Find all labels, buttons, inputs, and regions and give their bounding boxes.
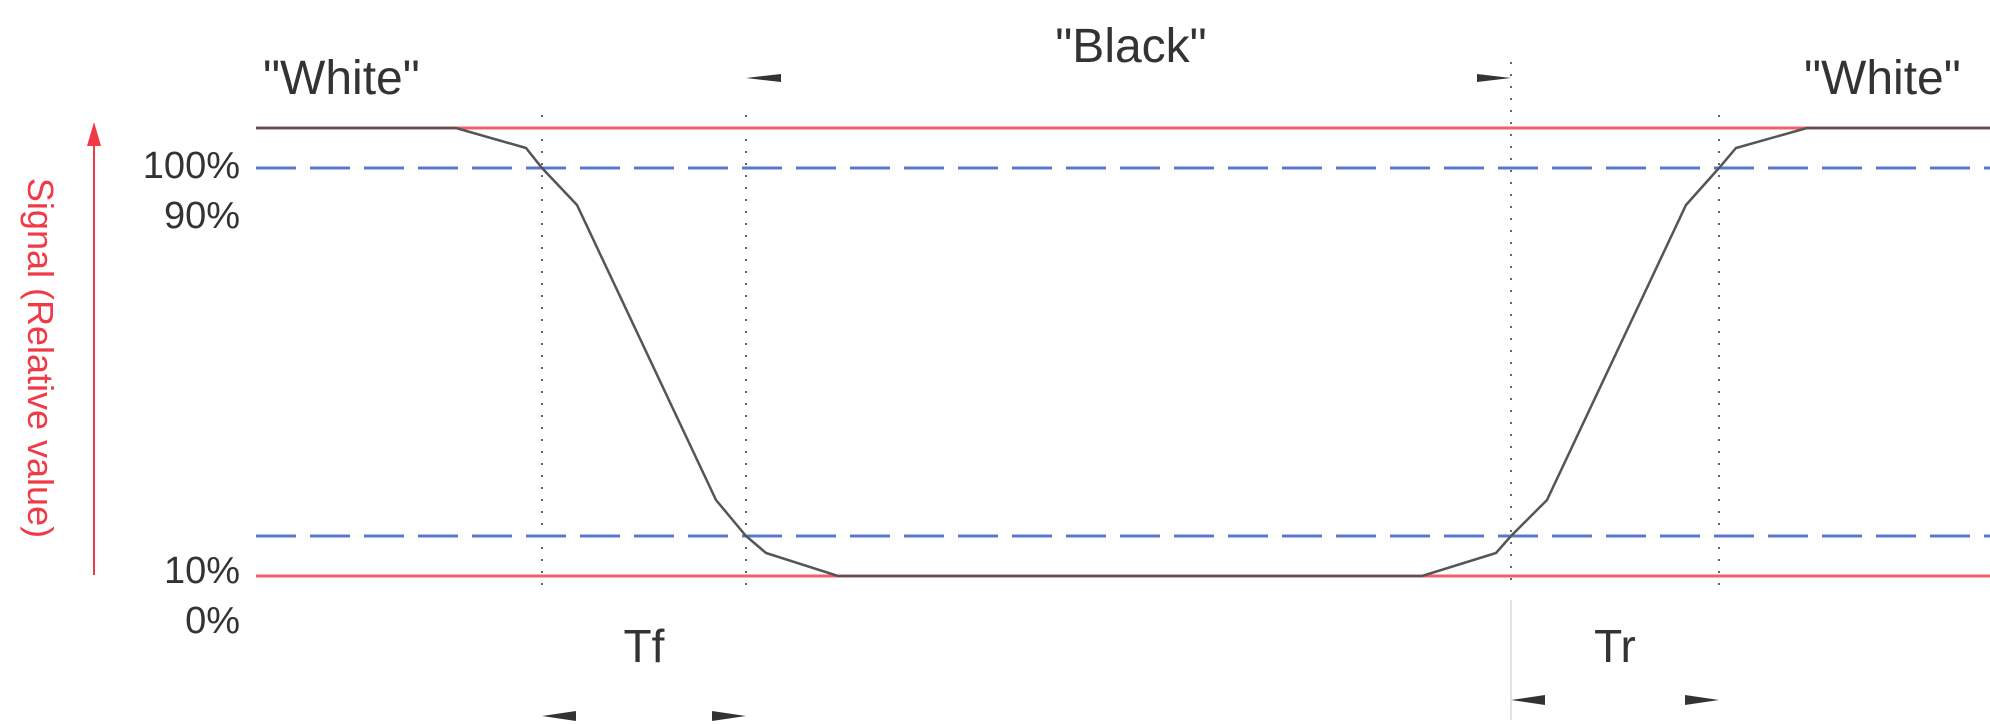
- pct-0-label: 0%: [185, 600, 240, 642]
- y-axis-arrowhead: [87, 122, 101, 146]
- fall-time-right-arrow: [712, 711, 746, 721]
- black-label: "Black": [1055, 20, 1206, 73]
- white-right-label: "White": [1804, 52, 1961, 105]
- black-span-right-arrow: [1477, 74, 1511, 82]
- pct-10-label: 10%: [164, 550, 240, 592]
- white-left-label: "White": [263, 52, 420, 105]
- y-axis-label: Signal (Relative value): [20, 178, 61, 538]
- fall-time-label: Tf: [624, 620, 665, 672]
- pct-90-label: 90%: [164, 195, 240, 237]
- signal-curve: [256, 128, 1990, 576]
- rise-time-right-arrow: [1685, 695, 1719, 705]
- fall-time-left-arrow: [542, 711, 576, 721]
- rise-time-left-arrow: [1511, 695, 1545, 705]
- rise-time-label: Tr: [1594, 620, 1636, 672]
- black-span-left-arrow: [746, 74, 781, 82]
- pct-100-label: 100%: [143, 145, 240, 187]
